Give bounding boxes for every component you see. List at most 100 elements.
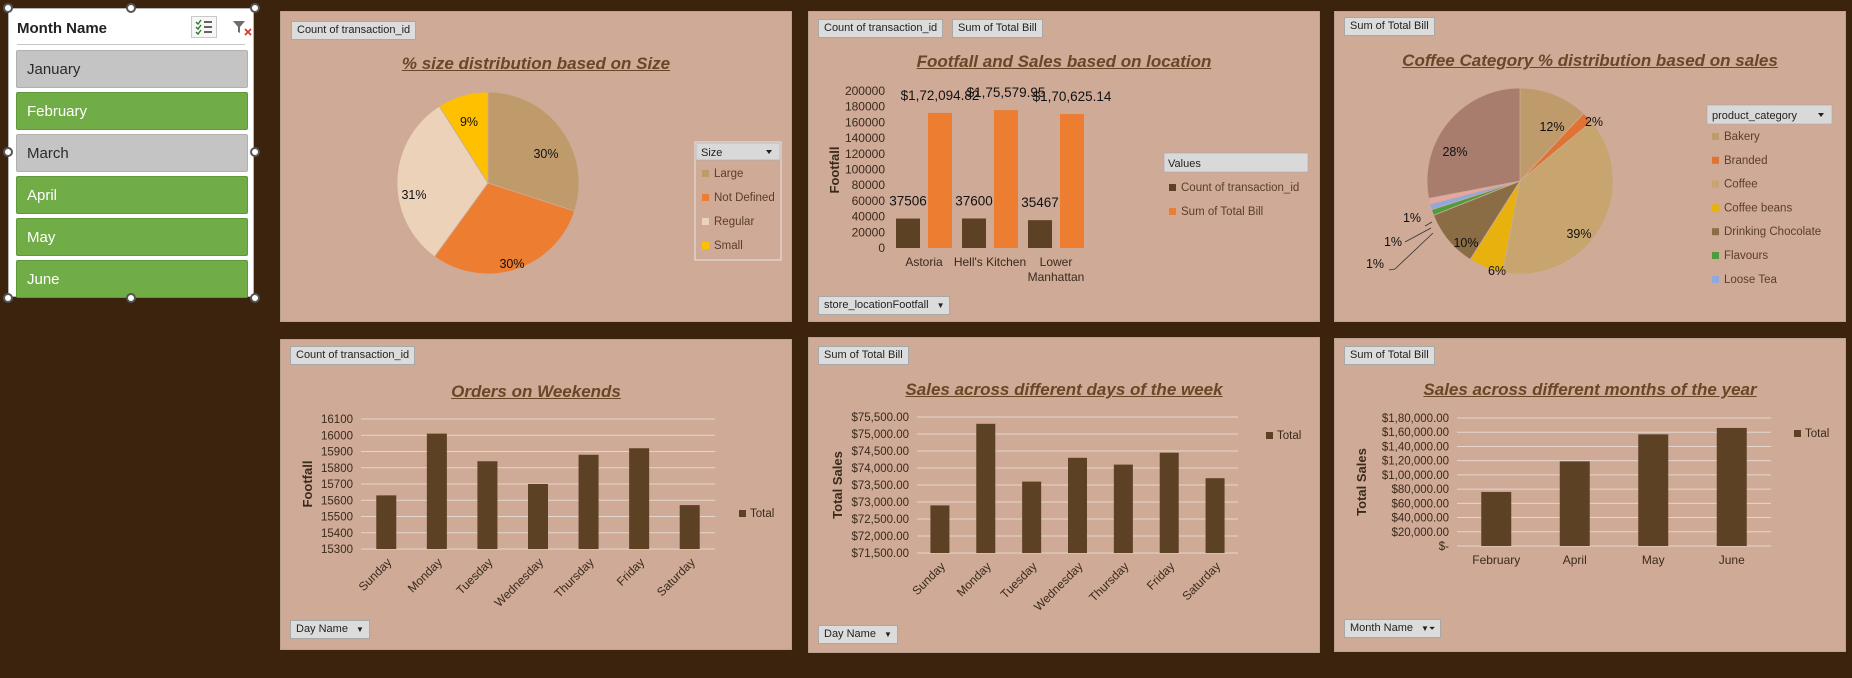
slice-label: 1%: [1403, 211, 1421, 225]
leader-line: [1424, 221, 1433, 227]
legend-swatch: [1712, 156, 1719, 164]
bar: [578, 454, 599, 549]
bar: [896, 218, 920, 248]
legend-swatch: [702, 170, 709, 177]
chart-title: % size distribution based on Size: [401, 54, 671, 73]
legend-title-bg: [695, 142, 781, 161]
legend-entry: Total: [1805, 428, 1829, 440]
legend-entry: Coffee beans: [1724, 202, 1792, 214]
slice-label: 6%: [1488, 264, 1506, 278]
y-tick-label: 15600: [321, 495, 353, 507]
slicer-item-march[interactable]: March: [16, 134, 248, 172]
month-name-slicer[interactable]: Month Name January February March April May J…: [8, 8, 254, 298]
day-name-filter-button[interactable]: Day Name ▼: [290, 620, 370, 639]
sales-by-day-chart[interactable]: Sum of Total Bill Sales across different…: [808, 337, 1320, 653]
y-tick-label: 16100: [321, 414, 353, 426]
value-field-button[interactable]: Sum of Total Bill: [818, 346, 909, 365]
value-field-button[interactable]: Sum of Total Bill: [1344, 346, 1435, 365]
resize-handle[interactable]: [126, 293, 136, 303]
slicer-item-may[interactable]: May: [16, 218, 248, 256]
size-distribution-chart[interactable]: Count of transaction_id % size distribut…: [280, 11, 792, 322]
slicer-item-february[interactable]: February: [16, 92, 248, 130]
legend-swatch: [1266, 432, 1273, 439]
value-field-button[interactable]: Count of transaction_id: [291, 21, 417, 40]
y-tick-label: 20000: [852, 225, 886, 239]
x-tick-label: June: [1719, 553, 1745, 567]
y-tick-label: $60,000.00: [1391, 498, 1449, 510]
x-tick-label: Hell's Kitchen: [954, 255, 1026, 269]
y-tick-label: 15700: [321, 479, 353, 491]
day-name-filter-button[interactable]: Day Name ▼: [818, 625, 898, 644]
x-tick-label: Thursday: [1086, 559, 1131, 604]
data-label: 37600: [955, 193, 993, 208]
store-location-filter-button[interactable]: store_locationFootfall ▼: [818, 296, 951, 315]
slicer-item-june[interactable]: June: [16, 260, 248, 298]
legend-title: Values: [1168, 158, 1201, 170]
y-tick-label: 15500: [321, 512, 353, 524]
value-field-button[interactable]: Count of transaction_id: [290, 346, 416, 365]
y-tick-label: 15400: [321, 528, 353, 540]
slice-label: 39%: [1566, 227, 1591, 241]
slicer-item-january[interactable]: January: [16, 50, 248, 88]
dropdown-arrow-icon: [1818, 113, 1824, 117]
y-tick-label: $-: [1439, 541, 1449, 553]
data-label: 37506: [889, 194, 927, 209]
chart-title: Orders on Weekends: [451, 382, 621, 401]
resize-handle[interactable]: [126, 3, 136, 13]
legend-swatch: [1712, 180, 1719, 188]
resize-handle[interactable]: [250, 293, 260, 303]
data-label: $1,72,094.82: [901, 88, 980, 103]
dropdown-arrow-icon: ▼: [883, 630, 892, 639]
month-name-filter-button[interactable]: Month Name ▼⏷: [1344, 619, 1442, 638]
legend-box: [694, 141, 782, 261]
slice-label: 30%: [499, 257, 524, 271]
x-tick-label: Monday: [405, 555, 445, 595]
size-pie-plot: 30% 30% 31% 9% Size Large Not Defined Regular Sm…: [396, 91, 782, 275]
pie-slice: [433, 182, 576, 275]
orders-on-weekends-chart[interactable]: Count of transaction_id Orders on Weeken…: [280, 339, 792, 650]
legend-entry: Drinking Chocolate: [1724, 226, 1821, 238]
resize-handle[interactable]: [250, 147, 260, 157]
resize-handle[interactable]: [3, 3, 13, 13]
slicer-title: Month Name: [17, 20, 107, 37]
y-tick-label: 15300: [321, 544, 353, 556]
legend-entry: Total: [1277, 430, 1301, 442]
y-tick-label: $20,000.00: [1391, 527, 1449, 539]
y-tick-label: 200000: [845, 84, 885, 98]
slicer-item-april[interactable]: April: [16, 176, 248, 214]
y-tick-label: 16000: [321, 430, 353, 442]
bar: [629, 448, 650, 549]
pie-slice: [396, 105, 489, 258]
value-field-button[interactable]: Count of transaction_id: [818, 19, 944, 38]
dropdown-arrow-icon: ▼: [936, 301, 945, 310]
value-field-button[interactable]: Sum of Total Bill: [952, 19, 1043, 38]
location-footfall-sales-chart[interactable]: Count of transaction_id Sum of Total Bil…: [808, 11, 1320, 322]
multi-select-icon[interactable]: [191, 16, 217, 38]
coffee-category-chart[interactable]: Sum of Total Bill Coffee Category % dist…: [1334, 11, 1846, 322]
resize-handle[interactable]: [250, 3, 260, 13]
resize-handle[interactable]: [3, 293, 13, 303]
chart-title: Footfall and Sales based on location: [916, 52, 1212, 71]
x-tick-label: Saturday: [654, 555, 698, 599]
legend-swatch: [1712, 252, 1719, 259]
legend-title: Size: [701, 147, 722, 159]
clear-filter-icon[interactable]: [231, 18, 253, 38]
y-tick-label: 0: [878, 241, 885, 255]
x-tick-label: Astoria: [905, 255, 943, 269]
pie-slice: [438, 91, 489, 185]
legend-title-bg: [1706, 104, 1833, 125]
x-tick-label: Manhattan: [1028, 270, 1085, 284]
y-tick-label: 120000: [845, 147, 885, 161]
slice-label: 9%: [460, 115, 478, 129]
sales-by-month-chart[interactable]: Sum of Total Bill Sales across different…: [1334, 338, 1846, 652]
pie-slice: [487, 91, 580, 212]
bar: [1068, 457, 1087, 553]
y-axis-title: Footfall: [827, 147, 842, 194]
x-tick-label: May: [1642, 553, 1665, 567]
value-field-button[interactable]: Sum of Total Bill: [1344, 17, 1435, 36]
resize-handle[interactable]: [3, 147, 13, 157]
y-tick-label: 100000: [845, 163, 885, 177]
bar: [1205, 478, 1225, 553]
bar: [930, 505, 950, 553]
legend-swatch: [739, 510, 746, 517]
